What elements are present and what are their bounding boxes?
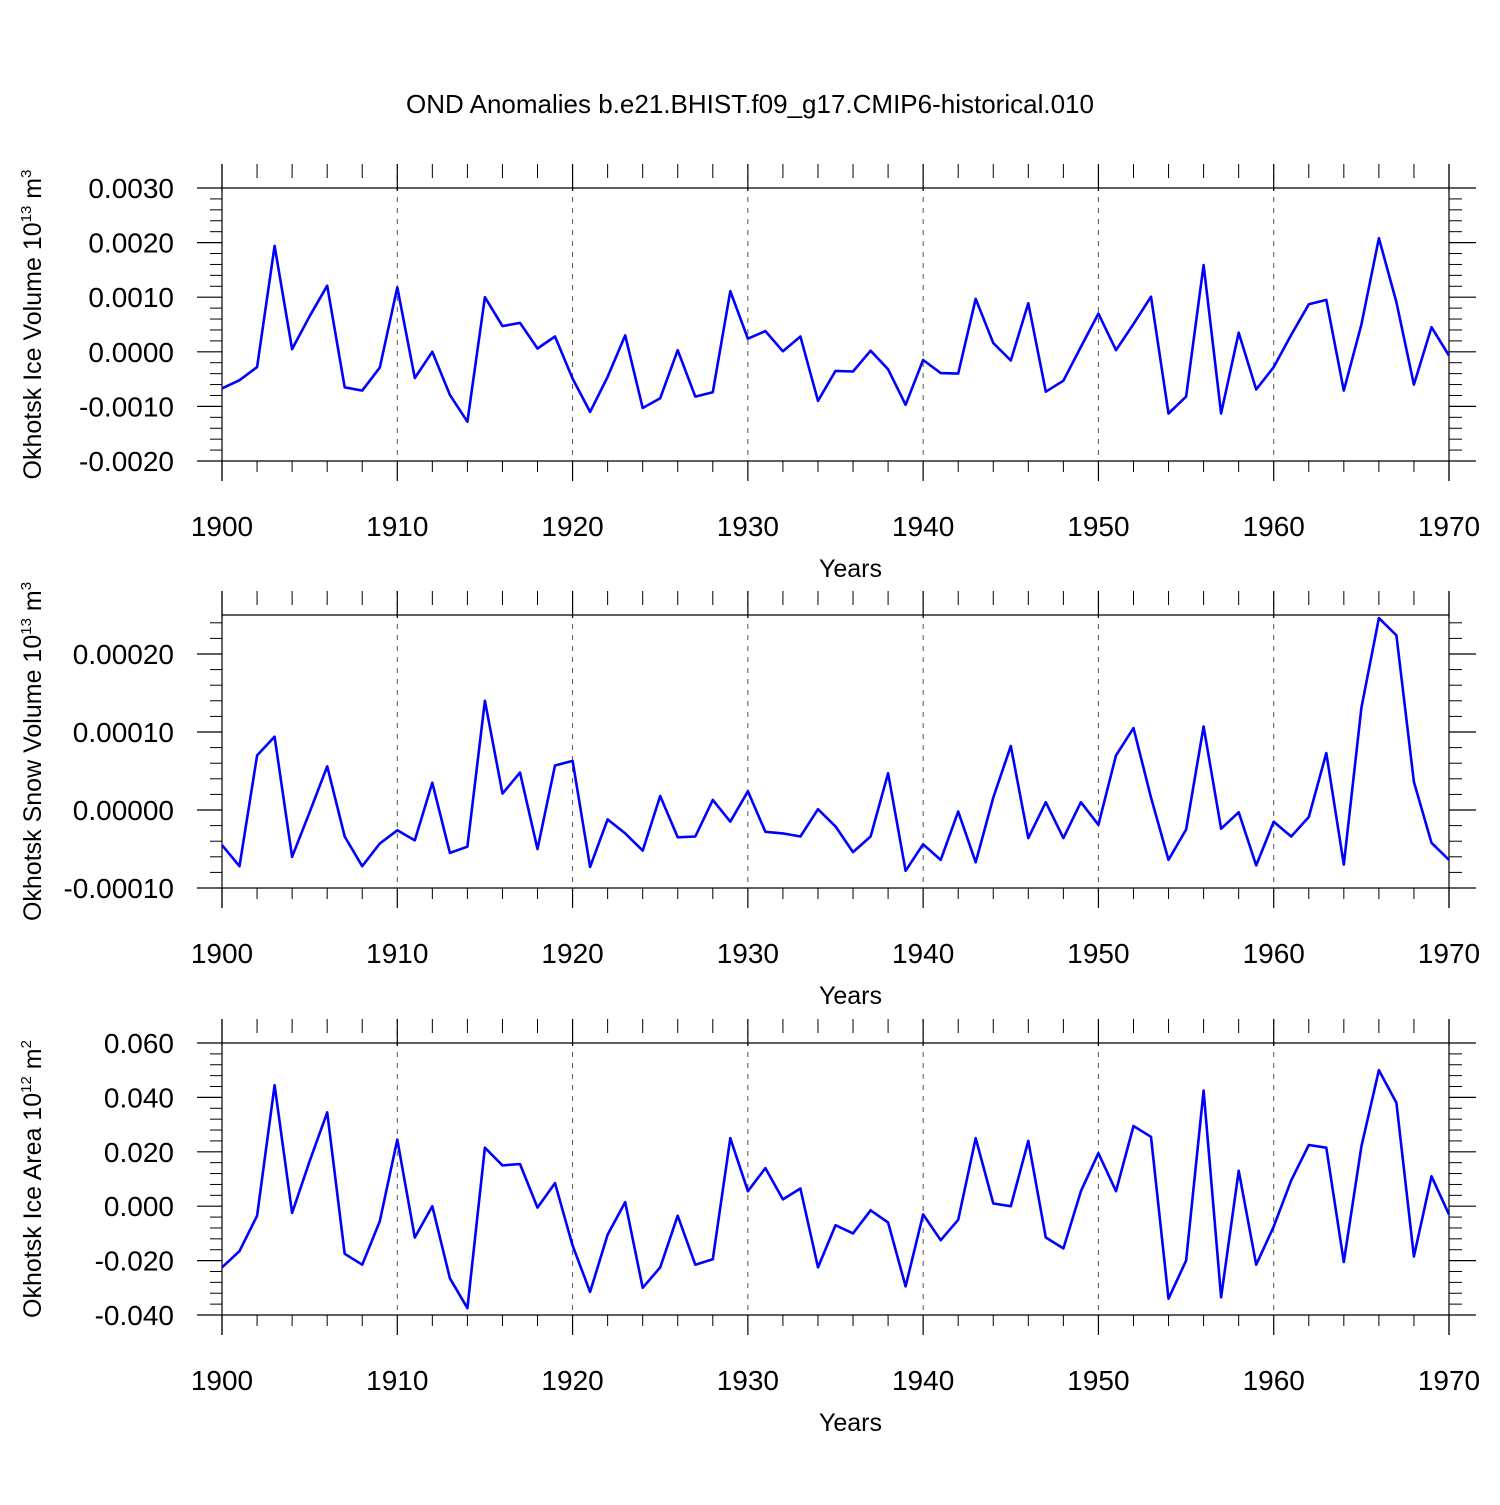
x-tick-label-1960: 1960 — [1243, 511, 1305, 542]
panel-3: 1900 1910 1920 1930 1940 1950 1960 1970 -0.040 -0… — [18, 1019, 1480, 1437]
y-tick-label: 0.060 — [104, 1028, 174, 1059]
y-axis-label: Okhotsk Ice Area 1012 m2 — [18, 1040, 47, 1318]
x-tick-label-1950: 1950 — [1067, 511, 1129, 542]
panel-2: 1900 1910 1920 1930 1940 1950 1960 1970 -0.00010… — [18, 582, 1480, 1010]
x-tick-label-1960: 1960 — [1243, 938, 1305, 969]
x-tick-label-1970: 1970 — [1418, 511, 1480, 542]
x-tick-label-1910: 1910 — [366, 938, 428, 969]
x-tick-label-1920: 1920 — [541, 1365, 603, 1396]
y-tick-label: 0.00020 — [73, 639, 174, 670]
x-tick-label-1920: 1920 — [541, 511, 603, 542]
y-tick-label: -0.0010 — [79, 391, 174, 422]
series-line-okhotsk-ice-area — [221, 1068, 1451, 1310]
x-tick-label-1930: 1930 — [717, 511, 779, 542]
y-tick-label: 0.00010 — [73, 717, 174, 748]
x-tick-label-1930: 1930 — [717, 938, 779, 969]
x-tick-label-1960: 1960 — [1243, 1365, 1305, 1396]
x-tick-label-1940: 1940 — [892, 938, 954, 969]
x-tick-label-1930: 1930 — [717, 1365, 779, 1396]
x-tick-label-1900: 1900 — [191, 1365, 253, 1396]
y-tick-label: -0.040 — [95, 1300, 174, 1331]
y-tick-label: 0.0020 — [88, 228, 174, 259]
x-tick-label-1900: 1900 — [191, 938, 253, 969]
x-axis-label: Years — [819, 555, 882, 583]
x-axis-label: Years — [819, 1409, 882, 1437]
series-line-okhotsk-snow-volume — [220, 616, 1450, 873]
y-tick-label: 0.040 — [104, 1082, 174, 1113]
x-tick-label-1910: 1910 — [366, 511, 428, 542]
x-tick-label-1950: 1950 — [1067, 938, 1129, 969]
y-tick-label: 0.020 — [104, 1137, 174, 1168]
chart-title: OND Anomalies b.e21.BHIST.f09_g17.CMIP6-… — [406, 89, 1094, 119]
y-axis-label: Okhotsk Ice Volume 1013 m3 — [18, 170, 47, 480]
x-tick-label-1940: 1940 — [892, 1365, 954, 1396]
x-axis-label: Years — [819, 982, 882, 1010]
y-tick-label: 0.0010 — [88, 282, 174, 313]
y-tick-label: 0.0030 — [88, 173, 174, 204]
x-tick-label-1910: 1910 — [366, 1365, 428, 1396]
y-tick-label: 0.0000 — [88, 337, 174, 368]
y-tick-label: -0.0020 — [79, 446, 174, 477]
x-tick-label-1970: 1970 — [1418, 938, 1480, 969]
y-axis-label: Okhotsk Snow Volume 1013 m3 — [18, 582, 47, 921]
y-tick-label: -0.00010 — [63, 873, 174, 904]
x-tick-label-1900: 1900 — [191, 511, 253, 542]
x-tick-label-1950: 1950 — [1067, 1365, 1129, 1396]
y-tick-label: 0.00000 — [73, 795, 174, 826]
y-tick-label: 0.000 — [104, 1191, 174, 1222]
panel-1: 1900 1910 1920 1930 1940 1950 1960 1970 -0.0020 -… — [18, 164, 1480, 583]
y-tick-label: -0.020 — [95, 1246, 174, 1277]
series-line-okhotsk-ice-volume — [221, 236, 1451, 424]
x-tick-label-1970: 1970 — [1418, 1365, 1480, 1396]
x-tick-label-1920: 1920 — [541, 938, 603, 969]
x-tick-label-1940: 1940 — [892, 511, 954, 542]
